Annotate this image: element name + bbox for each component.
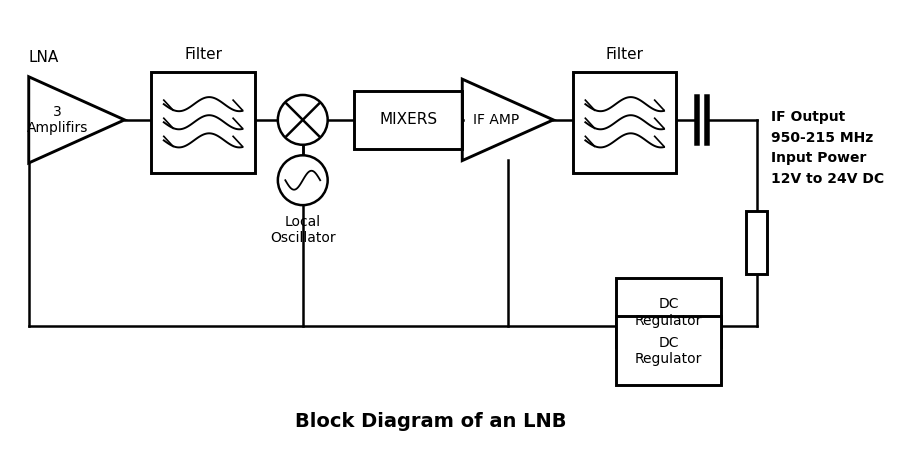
Text: LNA: LNA	[29, 50, 59, 65]
Bar	[616, 278, 722, 347]
Text: IF AMP: IF AMP	[473, 113, 519, 127]
Text: MIXERS: MIXERS	[379, 112, 437, 128]
Bar	[355, 91, 462, 149]
Text: DC
Regulator: DC Regulator	[635, 336, 702, 366]
Text: Local
Oscillator: Local Oscillator	[270, 215, 336, 245]
Bar	[151, 72, 255, 172]
Text: Filter: Filter	[606, 48, 644, 62]
Bar	[616, 316, 722, 385]
Text: DC
Regulator: DC Regulator	[635, 298, 702, 328]
Text: 3
Amplifirs: 3 Amplifirs	[27, 105, 88, 135]
Text: Block Diagram of an LNB: Block Diagram of an LNB	[295, 412, 567, 431]
Circle shape	[278, 95, 328, 145]
Text: Filter: Filter	[184, 48, 222, 62]
Circle shape	[278, 155, 328, 205]
Text: IF Output
950-215 MHz
Input Power
12V to 24V DC: IF Output 950-215 MHz Input Power 12V to…	[771, 110, 885, 186]
Bar	[573, 72, 677, 172]
Bar	[746, 211, 768, 274]
